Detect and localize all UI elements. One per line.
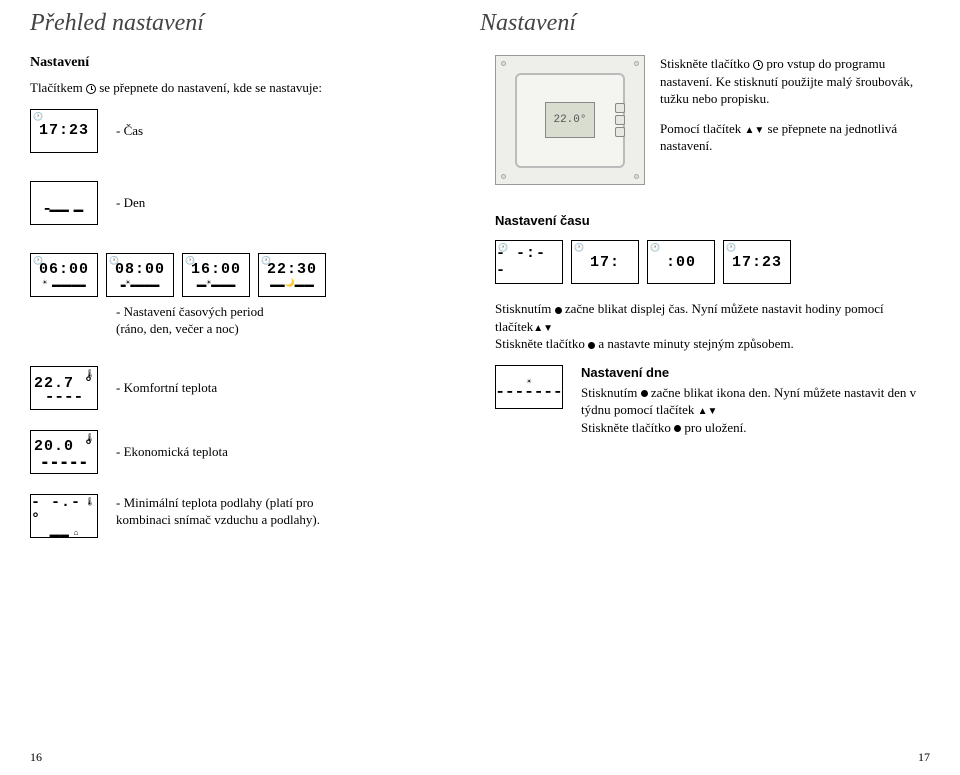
- device-illustration: 22.0°: [495, 55, 645, 185]
- p2-pre: Pomocí tlačítek: [660, 121, 744, 136]
- t-p1-pre: Stisknutím: [495, 301, 555, 316]
- d-p2-pre: Stiskněte tlačítko: [581, 420, 674, 435]
- lcd-period-night: 🕐 22:30 ▂▂▂🌙▂▂▂▂: [258, 253, 326, 297]
- lcd-period-evening: 🕐 16:00 ▂▂☀▂▂▂▂▂: [182, 253, 250, 297]
- period-value: 08:00: [115, 261, 165, 278]
- p1-pre: Stiskněte tlačítko: [660, 56, 753, 71]
- t-p2-post: a nastavte minuty stejným způsobem.: [595, 336, 794, 351]
- thermometer-icon: 🌡: [85, 433, 95, 443]
- device-button-up: [615, 103, 625, 113]
- clock-icon: 🕐: [498, 243, 508, 253]
- t-p2-pre: Stiskněte tlačítko: [495, 336, 588, 351]
- timeset-value: :00: [666, 254, 696, 271]
- day-bars: ▬▂▂▂▂ ▂▂: [45, 203, 84, 213]
- period-value: 06:00: [39, 261, 89, 278]
- device-button-down: [615, 127, 625, 137]
- lcd-period-day: 🕐 08:00 ▂☀▂▂▂▂▂▂: [106, 253, 174, 297]
- thermometer-icon: 🌡: [85, 369, 95, 379]
- lcd-comfort: 🌡 22.7 ° ▬ ▬ ▬ ▬: [30, 366, 98, 410]
- timeset-para: Stisknutím začne blikat displej čas. Nyn…: [495, 300, 930, 353]
- header-right-title: Nastavení: [480, 10, 930, 37]
- clock-icon: 🕐: [726, 243, 736, 253]
- clock-icon: 🕐: [33, 112, 43, 122]
- clock-icon: 🕐: [185, 256, 195, 266]
- lcd-minfloor: 🌡 - -.- ° ▂▂▂▂ ⌂: [30, 494, 98, 538]
- comfort-bars: ▬ ▬ ▬ ▬: [47, 392, 81, 401]
- period-icons: ▂☀▂▂▂▂▂▂: [121, 278, 160, 288]
- lcd-timeset-4: 🕐 17:23: [723, 240, 791, 284]
- time-label: - Čas: [116, 123, 143, 139]
- lcd-day: ▬▂▂▂▂ ▂▂: [30, 181, 98, 225]
- period-icons: ▂▂☀▂▂▂▂▂: [197, 278, 236, 288]
- left-column: Nastavení Tlačítkem se přepnete do nasta…: [30, 55, 465, 544]
- clock-icon: [753, 60, 763, 70]
- lcd-eco: 🌡 20.0 ° ▂ ▂ ▂ ▂ ▂: [30, 430, 98, 474]
- timeset-value: 17:: [590, 254, 620, 271]
- clock-icon: 🕐: [574, 243, 584, 253]
- header-left-title: Přehled nastavení: [30, 10, 480, 37]
- period-icons: ▂▂▂🌙▂▂▂▂: [270, 278, 314, 288]
- sun-icon: ☀: [527, 377, 532, 387]
- clock-icon: 🕐: [109, 256, 119, 266]
- day-label: - Den: [116, 195, 145, 211]
- lcd-timeset-3: 🕐 :00: [647, 240, 715, 284]
- triangle-down-icon: ▼: [754, 125, 764, 136]
- dot-icon: [555, 307, 562, 314]
- time-setting-heading: Nastavení času: [495, 213, 930, 228]
- d-p2-post: pro uložení.: [681, 420, 746, 435]
- lcd-time: 🕐 17:23: [30, 109, 98, 153]
- minfloor-icons: ▂▂▂▂ ⌂: [50, 528, 79, 538]
- clock-icon: 🕐: [33, 256, 43, 266]
- lcd-timeset-2: 🕐 17:: [571, 240, 639, 284]
- triangle-down-icon: ▼: [708, 406, 718, 417]
- comfort-label: - Komfortní teplota: [116, 380, 217, 396]
- lcd-timeset-1: 🕐 - -:- -: [495, 240, 563, 284]
- page-number-right: 17: [918, 750, 930, 765]
- timeset-value: 17:23: [732, 254, 782, 271]
- page-number-left: 16: [30, 750, 42, 765]
- d-p1-pre: Stisknutím: [581, 385, 641, 400]
- triangle-up-icon: ▲: [533, 323, 543, 334]
- triangle-down-icon: ▼: [543, 323, 553, 334]
- right-column: 22.0° Stiskněte tlačítko pro vstup do pr…: [495, 55, 930, 544]
- left-intro: Tlačítkem se přepnete do nastavení, kde …: [30, 79, 465, 97]
- eco-label: - Ekonomická teplota: [116, 444, 228, 460]
- clock-icon: [86, 84, 96, 94]
- lcd-dayset: ☀ ▬ ▬ ▬ ▬ ▬ ▬ ▬: [495, 365, 563, 409]
- thermometer-icon: 🌡: [85, 497, 95, 507]
- intro-post: se přepnete do nastavení, kde se nastavu…: [96, 80, 322, 95]
- period-value: 22:30: [267, 261, 317, 278]
- triangle-up-icon: ▲: [744, 125, 754, 136]
- lcd-period-morning: 🕐 06:00 ☀ ▂▂▂▂▂▂▂: [30, 253, 98, 297]
- device-display-value: 22.0°: [545, 102, 595, 138]
- day-bars: ▬ ▬ ▬ ▬ ▬ ▬ ▬: [498, 387, 560, 396]
- period-label: - Nastavení časových period (ráno, den, …: [116, 303, 264, 338]
- intro-pre: Tlačítkem: [30, 80, 86, 95]
- eco-bars: ▂ ▂ ▂ ▂ ▂: [42, 455, 85, 465]
- dot-icon: [641, 390, 648, 397]
- clock-icon: 🕐: [261, 256, 271, 266]
- left-section-title: Nastavení: [30, 55, 465, 71]
- clock-icon: 🕐: [650, 243, 660, 253]
- lcd-time-value: 17:23: [39, 122, 89, 139]
- dayset-para: Stisknutím začne blikat ikona den. Nyní …: [581, 384, 930, 437]
- triangle-up-icon: ▲: [698, 406, 708, 417]
- minfloor-label: - Minimální teplota podlahy (platí pro k…: [116, 494, 346, 529]
- day-setting-heading: Nastavení dne: [581, 365, 930, 380]
- period-icons: ☀ ▂▂▂▂▂▂▂: [42, 278, 85, 288]
- period-value: 16:00: [191, 261, 241, 278]
- p1: Stiskněte tlačítko pro vstup do programu…: [660, 55, 930, 108]
- device-button-mid: [615, 115, 625, 125]
- p2: Pomocí tlačítek ▲▼ se přepnete na jednot…: [660, 120, 930, 155]
